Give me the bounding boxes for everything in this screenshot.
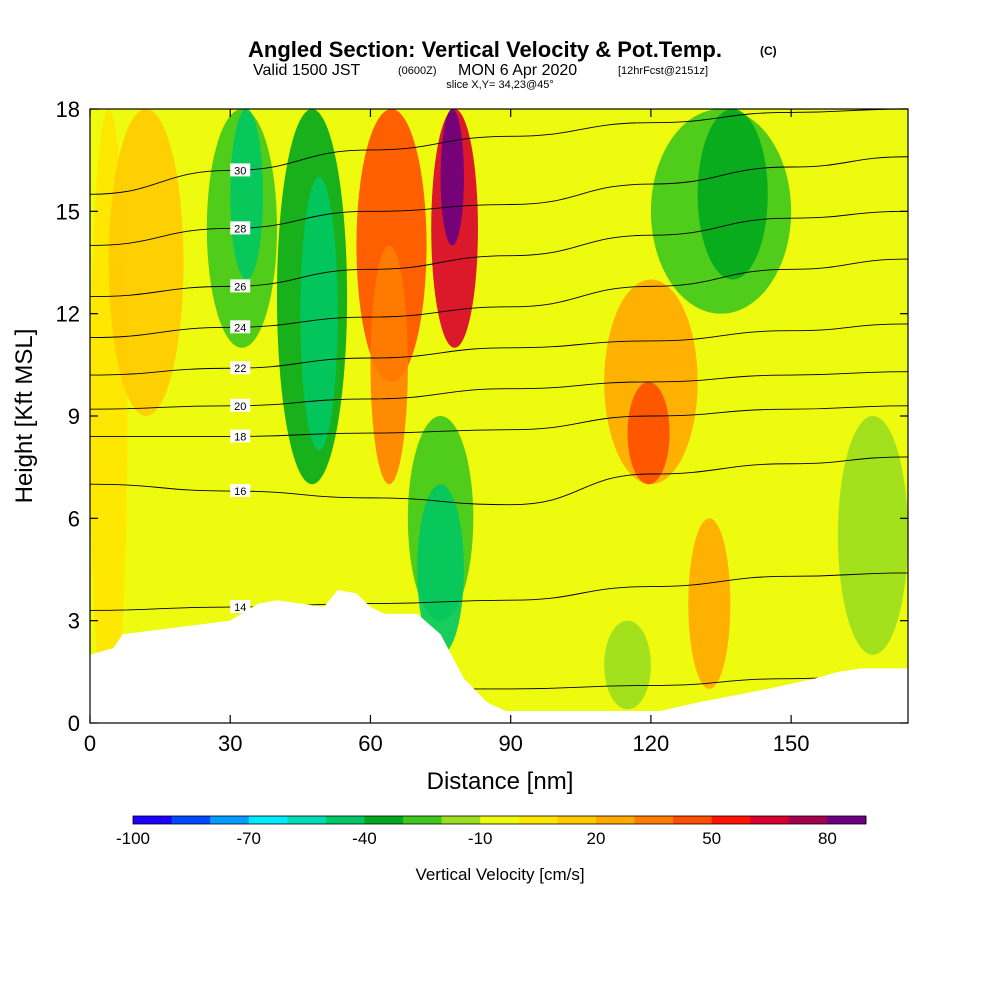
axes: 0 30 60 90 120 150 0 3 6 9 12 15 18 <box>56 97 908 756</box>
colorbar-segment-18 <box>827 816 867 824</box>
x-tick-label-60: 60 <box>358 731 382 756</box>
y-axis-title: Height [Kft MSL] <box>11 329 38 504</box>
x-tick-label-120: 120 <box>633 731 670 756</box>
y-tick-label-3: 3 <box>68 609 80 634</box>
theta-contour-label-20: 20 <box>234 401 246 413</box>
y-tick-label-15: 15 <box>56 199 80 224</box>
y-tick-label-0: 0 <box>68 711 80 736</box>
velocity-cell-5 <box>300 177 338 451</box>
theta-contour-28 <box>90 156 908 246</box>
colorbar-segment-5 <box>325 816 365 824</box>
colorbar-segment-0 <box>133 816 173 824</box>
colorbar-segment-7 <box>403 816 443 824</box>
colorbar-segment-13 <box>634 816 674 824</box>
theta-contour-label-bg-18 <box>230 429 251 443</box>
colorbar-label-80: 80 <box>818 829 837 848</box>
theta-contour-label-18: 18 <box>234 431 246 443</box>
theta-contour-label-22: 22 <box>234 363 246 375</box>
subtitle-valid-prefix: Valid 1500 JST <box>253 62 361 79</box>
colorbar-segment-10 <box>518 816 558 824</box>
theta-contour-label-24: 24 <box>234 322 246 334</box>
theta-contour-label-30: 30 <box>234 165 246 177</box>
subtitle-utc: (0600Z) <box>398 65 437 77</box>
colorbar-segment-17 <box>788 816 828 824</box>
theta-contour-label-bg-24 <box>230 320 251 334</box>
y-tick-label-6: 6 <box>68 506 80 531</box>
colorbar-segment-15 <box>711 816 751 824</box>
velocity-cell-18 <box>837 416 908 655</box>
colorbar-segment-14 <box>673 816 713 824</box>
velocity-field <box>90 109 908 723</box>
colorbar-label--70: -70 <box>236 829 261 848</box>
colorbar-segment-1 <box>171 816 211 824</box>
title-block: Angled Section: Vertical Velocity & Pot.… <box>248 37 777 91</box>
theta-contour-26 <box>90 210 908 298</box>
theta-contour-label-bg-30 <box>230 163 251 177</box>
velocity-cell-13 <box>627 381 670 485</box>
theta-contour-label-bg-16 <box>230 484 251 498</box>
subtitle-slice: slice X,Y= 34,23@45° <box>446 79 554 91</box>
x-tick-label-90: 90 <box>498 731 522 756</box>
x-tick-label-150: 150 <box>773 731 810 756</box>
x-axis-title: Distance [nm] <box>427 768 574 795</box>
theta-contour-22 <box>90 323 908 376</box>
colorbar-title: Vertical Velocity [cm/s] <box>415 865 584 884</box>
theta-contour-label-14: 14 <box>234 602 246 614</box>
colorbar-label--100: -100 <box>116 829 150 848</box>
subtitle-valid-date: MON 6 Apr 2020 <box>458 62 577 79</box>
velocity-cell-16 <box>688 518 731 689</box>
colorbar: -100 -70 -40 -10 20 50 80 <box>116 815 867 848</box>
theta-contour-label-bg-28 <box>230 221 251 235</box>
velocity-cell-15 <box>697 109 768 280</box>
theta-contour-label-16: 16 <box>234 486 246 498</box>
colorbar-label-50: 50 <box>702 829 721 848</box>
velocity-cell-3 <box>230 109 263 280</box>
colorbar-segment-3 <box>248 816 288 824</box>
x-tick-label-0: 0 <box>84 731 96 756</box>
terrain-mask <box>90 589 908 723</box>
theta-contour-label-bg-26 <box>230 279 251 293</box>
subtitle-forecast: [12hrFcst@2151z] <box>618 65 708 77</box>
theta-contour-label-28: 28 <box>234 223 246 235</box>
velocity-cell-11 <box>417 484 464 655</box>
colorbar-segment-12 <box>595 816 636 824</box>
theta-contour-label-26: 26 <box>234 281 246 293</box>
colorbar-segment-16 <box>750 816 790 824</box>
velocity-cell-1 <box>108 109 184 416</box>
chart-title: Angled Section: Vertical Velocity & Pot.… <box>248 37 722 62</box>
colorbar-segment-9 <box>480 816 520 824</box>
colorbar-segment-6 <box>364 816 404 824</box>
theta-contour-label-bg-20 <box>230 398 251 412</box>
colorbar-label--10: -10 <box>468 829 493 848</box>
velocity-cell-7 <box>370 245 408 485</box>
velocity-cell-9 <box>440 109 464 246</box>
y-tick-label-12: 12 <box>56 302 80 327</box>
colorbar-label-20: 20 <box>586 829 605 848</box>
colorbar-label--40: -40 <box>352 829 377 848</box>
colorbar-segment-2 <box>210 816 250 824</box>
x-tick-label-30: 30 <box>218 731 242 756</box>
theta-contour-label-bg-22 <box>230 361 251 375</box>
colorbar-segment-11 <box>557 816 597 824</box>
theta-contour-24 <box>90 258 908 338</box>
velocity-cell-17 <box>604 620 651 710</box>
theta-contour-30 <box>90 109 908 195</box>
colorbar-segment-4 <box>287 816 327 824</box>
y-tick-label-18: 18 <box>56 97 80 122</box>
colorbar-frame <box>132 815 867 825</box>
theta-contour-label-bg-14 <box>230 600 251 614</box>
colorbar-segment-8 <box>441 816 481 824</box>
title-units-note: (C) <box>760 44 777 58</box>
y-tick-label-9: 9 <box>68 404 80 429</box>
